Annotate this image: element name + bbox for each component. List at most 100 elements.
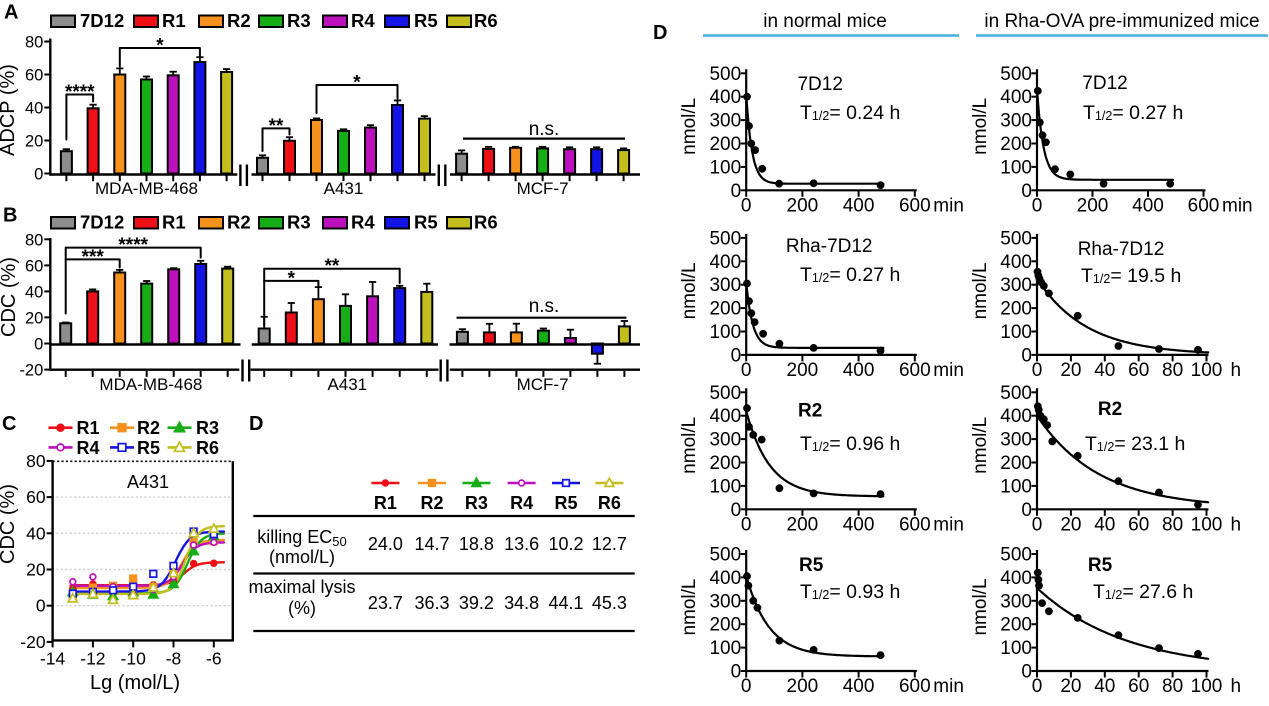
- svg-text:100: 100: [1000, 638, 1032, 659]
- svg-text:R2: R2: [227, 211, 251, 232]
- svg-text:500: 500: [1000, 383, 1032, 404]
- svg-text:R1: R1: [162, 211, 186, 232]
- svg-text:100: 100: [709, 476, 741, 497]
- svg-text:600: 600: [899, 514, 931, 535]
- svg-text:**: **: [325, 256, 340, 277]
- svg-text:200: 200: [1000, 615, 1032, 636]
- svg-text:R5: R5: [414, 10, 438, 31]
- svg-text:100: 100: [709, 638, 741, 659]
- svg-text:0: 0: [741, 195, 752, 216]
- svg-text:R3: R3: [287, 211, 311, 232]
- svg-text:-12: -12: [80, 648, 105, 668]
- svg-text:14.7: 14.7: [414, 534, 449, 554]
- svg-text:0: 0: [741, 360, 752, 381]
- svg-text:80: 80: [25, 34, 43, 52]
- svg-text:44.1: 44.1: [548, 593, 583, 613]
- svg-text:T1/2= 23.1 h: T1/2= 23.1 h: [1085, 433, 1185, 455]
- svg-text:MCF-7: MCF-7: [517, 179, 569, 198]
- svg-text:n.s.: n.s.: [529, 296, 560, 317]
- svg-text:MDA-MB-468: MDA-MB-468: [95, 179, 198, 198]
- svg-text:300: 300: [1000, 275, 1032, 296]
- svg-text:0: 0: [731, 345, 742, 366]
- svg-text:20: 20: [1060, 360, 1081, 381]
- svg-text:36.3: 36.3: [414, 593, 449, 613]
- svg-text:80: 80: [1162, 360, 1183, 381]
- svg-text:R4: R4: [351, 10, 375, 31]
- svg-text:0: 0: [1021, 345, 1032, 366]
- svg-text:0: 0: [1032, 676, 1043, 697]
- svg-text:200: 200: [787, 514, 819, 535]
- svg-text:killing EC50: killing EC50: [257, 527, 347, 549]
- svg-text:7D12: 7D12: [1082, 73, 1127, 94]
- svg-text:80: 80: [26, 451, 46, 471]
- svg-text:-8: -8: [166, 648, 182, 668]
- svg-text:nmol/L: nmol/L: [679, 417, 700, 474]
- svg-text:40: 40: [25, 283, 43, 301]
- svg-text:20: 20: [26, 560, 46, 580]
- svg-text:100: 100: [1000, 476, 1032, 497]
- svg-text:13.6: 13.6: [504, 534, 539, 554]
- svg-text:CDC (%): CDC (%): [0, 257, 20, 337]
- svg-text:20: 20: [1060, 514, 1081, 535]
- svg-text:R6: R6: [196, 438, 219, 458]
- svg-text:400: 400: [709, 406, 741, 427]
- svg-text:100: 100: [709, 322, 741, 343]
- svg-text:ADCP (%): ADCP (%): [0, 64, 19, 156]
- svg-text:0: 0: [1021, 181, 1032, 202]
- svg-text:0: 0: [1032, 360, 1043, 381]
- svg-text:*: *: [288, 268, 296, 289]
- svg-text:12.7: 12.7: [592, 534, 627, 554]
- svg-text:D: D: [653, 22, 667, 44]
- svg-text:R1: R1: [77, 418, 100, 438]
- svg-text:R2: R2: [1098, 399, 1122, 420]
- svg-text:10.2: 10.2: [548, 534, 583, 554]
- svg-text:CDC (%): CDC (%): [0, 484, 19, 564]
- svg-text:B: B: [3, 205, 17, 227]
- svg-text:60: 60: [25, 67, 43, 85]
- svg-text:400: 400: [709, 252, 741, 273]
- svg-text:60: 60: [1128, 676, 1149, 697]
- svg-text:400: 400: [1000, 568, 1032, 589]
- svg-text:40: 40: [25, 100, 43, 118]
- svg-text:60: 60: [1128, 514, 1149, 535]
- svg-text:**: **: [269, 116, 284, 137]
- svg-text:400: 400: [843, 195, 875, 216]
- svg-text:39.2: 39.2: [459, 593, 494, 613]
- svg-text:R2: R2: [798, 401, 822, 422]
- svg-text:100: 100: [1191, 360, 1223, 381]
- svg-text:300: 300: [1000, 111, 1032, 132]
- svg-text:Rha-7D12: Rha-7D12: [1078, 239, 1165, 260]
- svg-text:R3: R3: [465, 493, 488, 513]
- svg-text:A431: A431: [324, 179, 364, 198]
- svg-text:200: 200: [1000, 453, 1032, 474]
- svg-text:in Rha-OVA pre-immunized mice: in Rha-OVA pre-immunized mice: [984, 11, 1259, 32]
- svg-text:300: 300: [709, 111, 741, 132]
- svg-text:300: 300: [1000, 591, 1032, 612]
- svg-text:nmol/L: nmol/L: [970, 262, 991, 319]
- svg-text:h: h: [1231, 514, 1242, 535]
- svg-text:R3: R3: [287, 10, 311, 31]
- svg-text:nmol/L: nmol/L: [679, 98, 700, 155]
- svg-text:500: 500: [1000, 64, 1032, 85]
- svg-text:20: 20: [1060, 676, 1081, 697]
- svg-text:400: 400: [709, 568, 741, 589]
- svg-text:200: 200: [787, 676, 819, 697]
- svg-text:Rha-7D12: Rha-7D12: [786, 236, 873, 257]
- svg-text:60: 60: [25, 257, 43, 275]
- svg-text:(%): (%): [288, 598, 316, 618]
- svg-text:R5: R5: [799, 555, 824, 576]
- svg-text:n.s.: n.s.: [529, 119, 560, 140]
- svg-text:7D12: 7D12: [80, 211, 124, 232]
- svg-text:R5: R5: [1088, 555, 1113, 576]
- svg-text:A: A: [4, 2, 18, 24]
- svg-text:R4: R4: [351, 211, 375, 232]
- svg-text:-10: -10: [121, 648, 147, 668]
- svg-text:34.8: 34.8: [504, 593, 539, 613]
- svg-text:0: 0: [741, 514, 752, 535]
- svg-text:40: 40: [1094, 676, 1115, 697]
- svg-text:h: h: [1231, 676, 1242, 697]
- svg-text:MDA-MB-468: MDA-MB-468: [99, 375, 202, 394]
- svg-text:600: 600: [899, 676, 931, 697]
- svg-text:400: 400: [1000, 252, 1032, 273]
- svg-text:200: 200: [1077, 195, 1109, 216]
